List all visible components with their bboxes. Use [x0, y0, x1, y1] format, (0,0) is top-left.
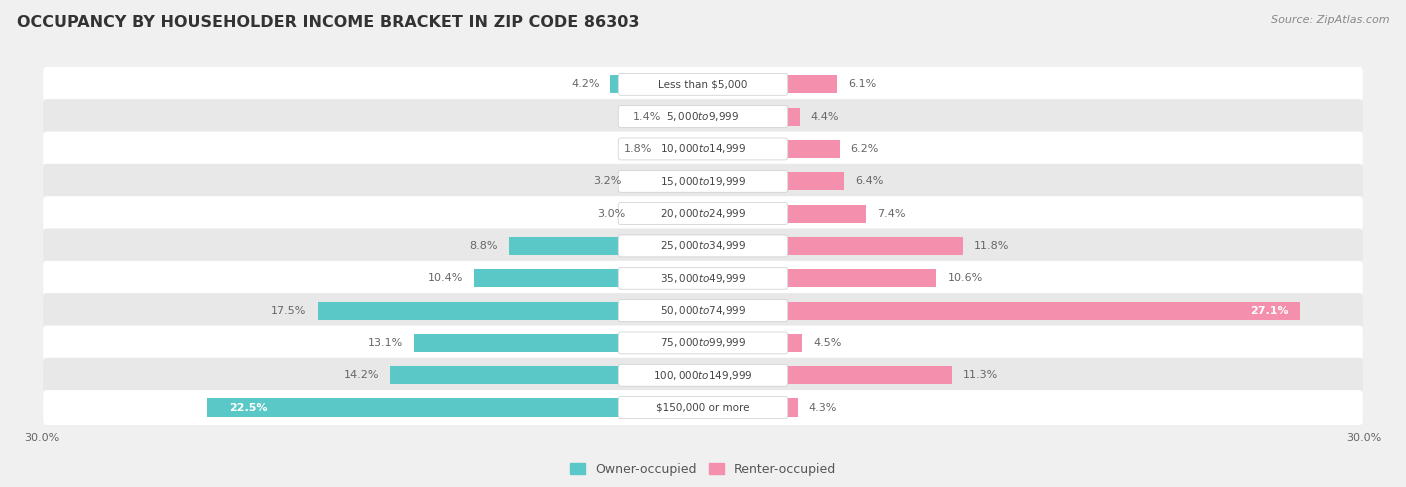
FancyBboxPatch shape — [44, 261, 1362, 296]
Bar — [672, 108, 703, 126]
Text: 13.1%: 13.1% — [368, 338, 404, 348]
FancyBboxPatch shape — [619, 106, 787, 128]
Text: 4.3%: 4.3% — [808, 403, 837, 412]
Text: 17.5%: 17.5% — [271, 305, 307, 316]
Legend: Owner-occupied, Renter-occupied: Owner-occupied, Renter-occupied — [565, 458, 841, 481]
Text: $100,000 to $149,999: $100,000 to $149,999 — [654, 369, 752, 382]
Bar — [703, 301, 1301, 319]
FancyBboxPatch shape — [619, 74, 787, 95]
FancyBboxPatch shape — [44, 325, 1362, 360]
Bar — [703, 237, 963, 255]
Text: 11.3%: 11.3% — [963, 370, 998, 380]
FancyBboxPatch shape — [619, 235, 787, 257]
Text: 8.8%: 8.8% — [470, 241, 498, 251]
Text: 4.5%: 4.5% — [813, 338, 842, 348]
FancyBboxPatch shape — [44, 196, 1362, 231]
Bar — [415, 334, 703, 352]
Bar — [703, 140, 839, 158]
Text: 14.2%: 14.2% — [343, 370, 380, 380]
Text: 22.5%: 22.5% — [229, 403, 269, 412]
FancyBboxPatch shape — [44, 164, 1362, 199]
Text: 6.1%: 6.1% — [848, 79, 876, 89]
Bar — [703, 366, 952, 384]
Text: $25,000 to $34,999: $25,000 to $34,999 — [659, 240, 747, 252]
Text: 10.4%: 10.4% — [427, 273, 463, 283]
Text: 6.2%: 6.2% — [851, 144, 879, 154]
Text: 1.8%: 1.8% — [624, 144, 652, 154]
FancyBboxPatch shape — [619, 300, 787, 321]
Text: 4.4%: 4.4% — [811, 112, 839, 122]
FancyBboxPatch shape — [619, 203, 787, 225]
Bar — [703, 75, 838, 94]
FancyBboxPatch shape — [619, 170, 787, 192]
Bar — [703, 205, 866, 223]
Bar — [509, 237, 703, 255]
Bar — [703, 172, 844, 190]
Text: $150,000 or more: $150,000 or more — [657, 403, 749, 412]
Text: Source: ZipAtlas.com: Source: ZipAtlas.com — [1271, 15, 1389, 25]
Bar — [633, 172, 703, 190]
Text: $35,000 to $49,999: $35,000 to $49,999 — [659, 272, 747, 285]
FancyBboxPatch shape — [619, 396, 787, 418]
FancyBboxPatch shape — [44, 99, 1362, 134]
FancyBboxPatch shape — [44, 390, 1362, 425]
Text: Less than $5,000: Less than $5,000 — [658, 79, 748, 89]
Text: $5,000 to $9,999: $5,000 to $9,999 — [666, 110, 740, 123]
Bar — [703, 334, 801, 352]
Text: $20,000 to $24,999: $20,000 to $24,999 — [659, 207, 747, 220]
Text: 11.8%: 11.8% — [974, 241, 1010, 251]
FancyBboxPatch shape — [44, 358, 1362, 393]
FancyBboxPatch shape — [619, 332, 787, 354]
Text: $75,000 to $99,999: $75,000 to $99,999 — [659, 337, 747, 349]
FancyBboxPatch shape — [619, 267, 787, 289]
Text: 10.6%: 10.6% — [948, 273, 983, 283]
Bar — [664, 140, 703, 158]
Text: 27.1%: 27.1% — [1250, 305, 1289, 316]
Text: $15,000 to $19,999: $15,000 to $19,999 — [659, 175, 747, 188]
Bar — [703, 398, 797, 416]
FancyBboxPatch shape — [44, 67, 1362, 102]
Bar — [703, 108, 800, 126]
FancyBboxPatch shape — [44, 228, 1362, 263]
Text: 1.4%: 1.4% — [633, 112, 661, 122]
Text: 4.2%: 4.2% — [571, 79, 599, 89]
Text: $10,000 to $14,999: $10,000 to $14,999 — [659, 143, 747, 155]
FancyBboxPatch shape — [44, 293, 1362, 328]
Text: $50,000 to $74,999: $50,000 to $74,999 — [659, 304, 747, 317]
Bar — [637, 205, 703, 223]
Text: 3.0%: 3.0% — [598, 208, 626, 219]
Text: OCCUPANCY BY HOUSEHOLDER INCOME BRACKET IN ZIP CODE 86303: OCCUPANCY BY HOUSEHOLDER INCOME BRACKET … — [17, 15, 640, 30]
FancyBboxPatch shape — [619, 364, 787, 386]
Bar — [391, 366, 703, 384]
Text: 7.4%: 7.4% — [877, 208, 905, 219]
Bar — [703, 269, 936, 287]
Bar — [318, 301, 703, 319]
FancyBboxPatch shape — [619, 138, 787, 160]
Text: 6.4%: 6.4% — [855, 176, 883, 187]
Bar — [207, 398, 703, 416]
Bar — [610, 75, 703, 94]
Bar — [474, 269, 703, 287]
FancyBboxPatch shape — [44, 131, 1362, 167]
Text: 3.2%: 3.2% — [593, 176, 621, 187]
